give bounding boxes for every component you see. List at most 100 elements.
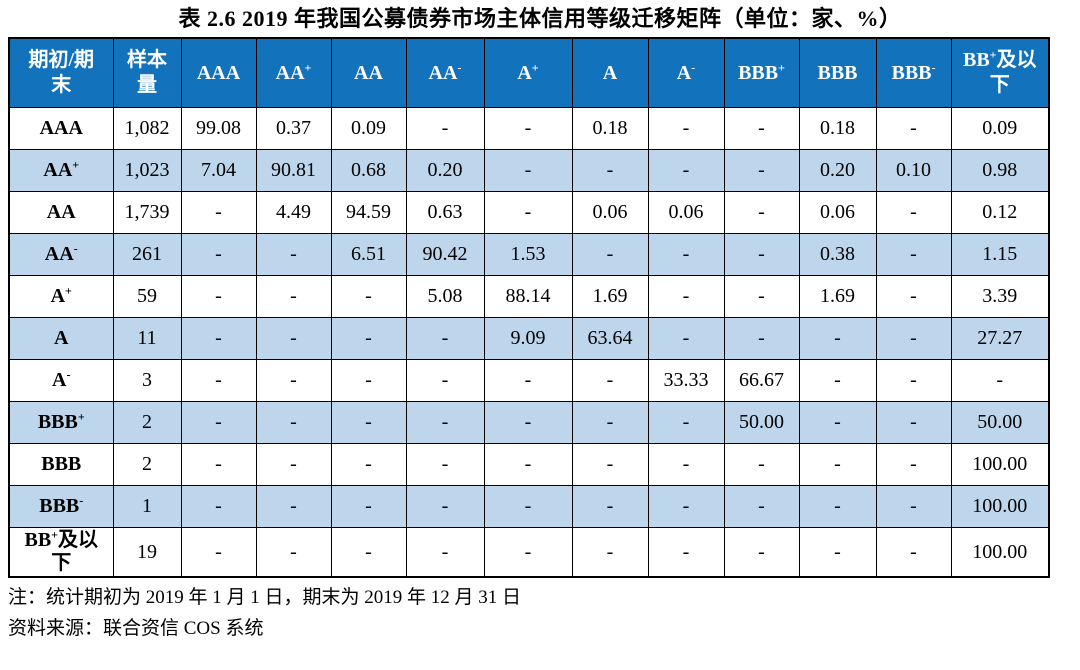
matrix-cell: - [723, 443, 800, 486]
matrix-cell: - [405, 485, 485, 528]
matrix-cell: - [723, 275, 800, 318]
table-body: AAA 1,082 99.08 0.37 0.09- -0.18- -0.18-0.09 AA… [8, 107, 1050, 578]
matrix-cell: 99.08 [180, 107, 257, 150]
table-row-bbbplus: BBB+ 2- - - - - - -50.00- -50.00 [8, 401, 1050, 444]
matrix-cell: 0.38 [798, 233, 877, 276]
matrix-cell: - [571, 485, 649, 528]
matrix-cell: - [798, 443, 877, 486]
table-row-bbb: BBB 2- - - - - - - - - -100.00 [8, 443, 1050, 486]
matrix-cell: - [405, 527, 485, 578]
sample-count-header: 样本 量 [112, 37, 182, 108]
matrix-cell: - [330, 317, 407, 360]
matrix-cell: - [405, 443, 485, 486]
matrix-cell: 0.98 [950, 149, 1050, 192]
matrix-cell: - [647, 275, 725, 318]
matrix-cell: 50.00 [950, 401, 1050, 444]
matrix-cell: - [180, 191, 257, 234]
table-row-aa: AA 1,739-4.49 94.59 0.63-0.06 0.06-0.06-0.12 [8, 191, 1050, 234]
matrix-cell: - [255, 317, 332, 360]
column-header-bbplus: BB+及以 下 [950, 37, 1050, 108]
matrix-cell: - [798, 359, 877, 402]
sample-count: 1,082 [112, 107, 182, 150]
table-header-row: 期初/期 末 样本 量 AAA AA+ AA AA- A+ A A- BBB+ BBB BBB- B… [8, 37, 1050, 108]
row-label: AA- [8, 233, 114, 276]
matrix-cell: - [647, 149, 725, 192]
matrix-cell: - [330, 527, 407, 578]
sample-count: 19 [112, 527, 182, 578]
matrix-cell: - [180, 401, 257, 444]
matrix-cell: 0.12 [950, 191, 1050, 234]
row-label: BBB [8, 443, 114, 486]
matrix-cell: - [483, 359, 573, 402]
page-title: 表 2.6 2019 年我国公募债券市场主体信用等级迁移矩阵（单位：家、%） [178, 6, 902, 31]
matrix-cell: 63.64 [571, 317, 649, 360]
column-header-aaa: AAA [180, 37, 257, 108]
sample-count: 2 [112, 443, 182, 486]
table-row-aaminus: AA- 261- -6.51 90.42 1.53- - -0.38-1.15 [8, 233, 1050, 276]
matrix-cell: - [798, 485, 877, 528]
matrix-cell: - [798, 401, 877, 444]
matrix-cell: - [255, 485, 332, 528]
sample-count: 59 [112, 275, 182, 318]
rating-migration-table: 期初/期 末 样本 量 AAA AA+ AA AA- A+ A A- BBB+ BBB BBB- B… [8, 37, 1050, 578]
matrix-cell: - [483, 149, 573, 192]
matrix-cell: - [875, 485, 952, 528]
matrix-cell: 66.67 [723, 359, 800, 402]
matrix-cell: - [875, 401, 952, 444]
matrix-cell: - [255, 233, 332, 276]
matrix-cell: 0.06 [571, 191, 649, 234]
matrix-cell: 0.37 [255, 107, 332, 150]
matrix-cell: 0.09 [950, 107, 1050, 150]
matrix-cell: 100.00 [950, 443, 1050, 486]
matrix-cell: - [571, 359, 649, 402]
matrix-cell: - [875, 317, 952, 360]
matrix-cell: - [405, 401, 485, 444]
matrix-cell: - [330, 485, 407, 528]
row-label: AA+ [8, 149, 114, 192]
matrix-cell: - [875, 527, 952, 578]
table-row-aminus: A- 3- - - - - -33.33 66.67- - - [8, 359, 1050, 402]
column-header-bbbminus: BBB- [875, 37, 952, 108]
matrix-cell: 1.15 [950, 233, 1050, 276]
matrix-cell: - [330, 443, 407, 486]
matrix-cell: 1.53 [483, 233, 573, 276]
column-header-aa: AA [330, 37, 407, 108]
matrix-cell: - [723, 149, 800, 192]
column-header-aaminus: AA- [405, 37, 485, 108]
matrix-cell: 0.68 [330, 149, 407, 192]
matrix-cell: - [255, 401, 332, 444]
matrix-cell: 5.08 [405, 275, 485, 318]
matrix-cell: - [255, 527, 332, 578]
sample-count: 1 [112, 485, 182, 528]
table-row-a: A 11- - - -9.09 63.64- - - -27.27 [8, 317, 1050, 360]
matrix-cell: - [483, 527, 573, 578]
column-header-aaplus: AA+ [255, 37, 332, 108]
row-label: BB+及以 下 [8, 527, 114, 578]
matrix-cell: - [875, 359, 952, 402]
matrix-cell: 4.49 [255, 191, 332, 234]
matrix-cell: - [180, 443, 257, 486]
matrix-cell: 0.18 [571, 107, 649, 150]
corner-header: 期初/期 末 [8, 37, 114, 108]
matrix-cell: 50.00 [723, 401, 800, 444]
matrix-cell: 3.39 [950, 275, 1050, 318]
matrix-cell: - [405, 317, 485, 360]
matrix-cell: 6.51 [330, 233, 407, 276]
matrix-cell: - [180, 527, 257, 578]
row-label: BBB- [8, 485, 114, 528]
sample-count: 3 [112, 359, 182, 402]
matrix-cell: - [647, 443, 725, 486]
matrix-cell: 0.09 [330, 107, 407, 150]
matrix-cell: 90.81 [255, 149, 332, 192]
matrix-cell: - [405, 107, 485, 150]
matrix-cell: 27.27 [950, 317, 1050, 360]
matrix-cell: - [875, 233, 952, 276]
matrix-cell: 94.59 [330, 191, 407, 234]
sample-count: 261 [112, 233, 182, 276]
matrix-cell: - [647, 485, 725, 528]
matrix-cell: 100.00 [950, 485, 1050, 528]
matrix-cell: - [723, 317, 800, 360]
column-header-aplus: A+ [483, 37, 573, 108]
row-label: A [8, 317, 114, 360]
